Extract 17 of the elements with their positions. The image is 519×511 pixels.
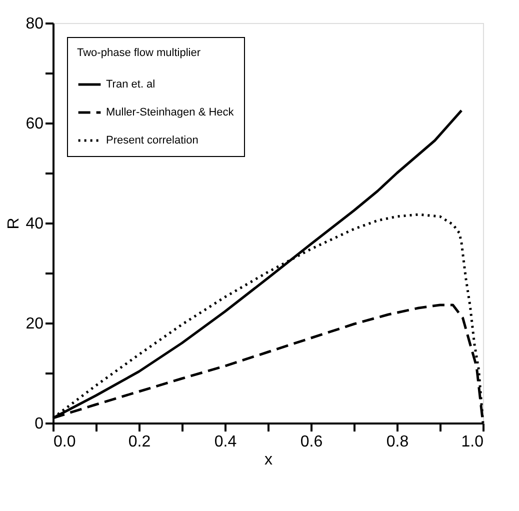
x-tick-label: 0.2 [128,434,151,450]
y-axis-title: R [6,218,23,230]
y-tick-label: 80 [26,16,44,32]
x-axis-title: x [264,452,272,468]
x-tick-label: 0.0 [54,434,76,450]
legend-title: Two-phase flow multiplier [77,47,201,59]
legend-label: Present correlation [106,134,198,146]
legend-label: Muller-Steinhagen & Heck [106,106,234,118]
x-tick-label: 0.6 [300,434,323,450]
legend-label: Tran et. al [106,78,156,90]
x-tick-label: 0.4 [214,434,237,450]
x-tick-label: 1.0 [461,434,484,450]
y-tick-label: 20 [26,316,44,332]
y-tick-label: 40 [26,216,44,232]
y-tick-label: 0 [34,416,44,432]
y-tick-label: 60 [26,116,44,132]
x-tick-label: 0.8 [386,434,409,450]
